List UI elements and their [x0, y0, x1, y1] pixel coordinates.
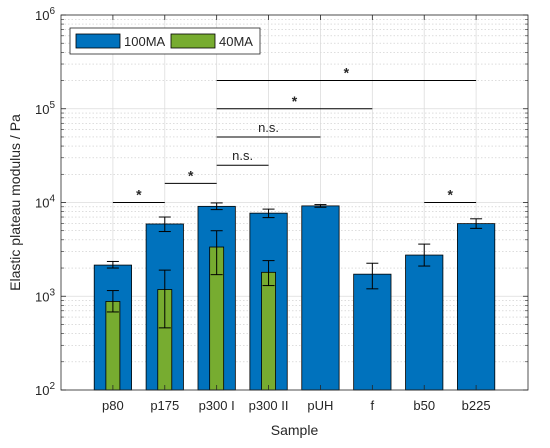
y-tick-label: 102	[35, 381, 55, 398]
significance-label: *	[447, 187, 453, 203]
x-tick-label: b50	[413, 398, 435, 413]
x-tick-label: b225	[462, 398, 491, 413]
x-tick-label: p80	[102, 398, 124, 413]
significance-label: *	[292, 93, 298, 109]
significance-label: n.s.	[258, 120, 279, 135]
y-tick-label: 103	[35, 287, 55, 304]
legend-swatch-40ma	[170, 33, 216, 49]
bar-40ma-p80	[105, 301, 121, 391]
bar-100ma-puh	[301, 205, 340, 391]
significance-annotations: * * n.s. n.s. * * *	[112, 65, 477, 203]
x-tick-label: p175	[150, 398, 179, 413]
x-tick-label: f	[371, 398, 375, 413]
significance-label: *	[188, 167, 194, 183]
bar-100ma-f	[353, 273, 392, 391]
significance-label: *	[136, 187, 142, 203]
y-tick-label: 104	[35, 194, 55, 211]
axes: 102 103 104 105 106 p80 p175 p300 I p300 II pUH f b…	[35, 6, 528, 413]
legend-label-100ma: 100MA	[124, 34, 166, 49]
legend-swatch-100ma	[75, 33, 121, 49]
legend: 100MA 40MA	[69, 27, 261, 55]
bar-100ma-b50	[405, 254, 444, 391]
x-tick-label: p300 II	[249, 398, 289, 413]
x-tick-label: pUH	[307, 398, 333, 413]
y-tick-label: 106	[35, 6, 55, 23]
y-axis-label: Elastic plateau modulus / Pa	[7, 114, 23, 291]
significance-label: n.s.	[232, 148, 253, 163]
x-tick-label: p300 I	[199, 398, 235, 413]
legend-label-40ma: 40MA	[219, 34, 253, 49]
bars	[93, 202, 496, 391]
x-axis-label: Sample	[271, 422, 319, 438]
bar-40ma-p300-ii	[261, 271, 276, 391]
significance-label: *	[344, 65, 350, 81]
y-tick-label: 105	[35, 100, 55, 117]
bar-100ma-b225	[457, 223, 496, 391]
